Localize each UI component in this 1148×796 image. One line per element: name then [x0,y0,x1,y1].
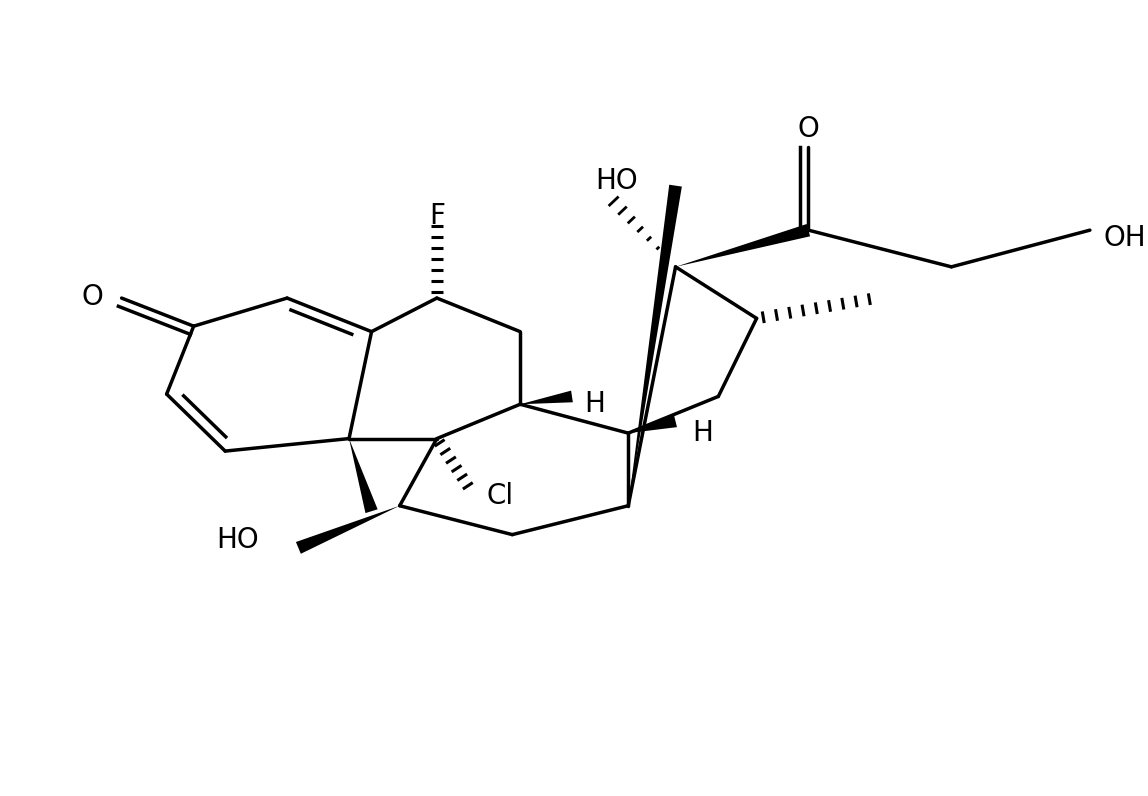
Polygon shape [675,224,810,267]
Text: O: O [82,283,103,310]
Text: H: H [692,419,713,447]
Polygon shape [349,439,378,513]
Polygon shape [628,416,677,433]
Text: HO: HO [216,526,259,554]
Text: HO: HO [596,167,638,195]
Text: Cl: Cl [487,482,514,510]
Polygon shape [520,391,573,404]
Text: O: O [798,115,820,142]
Polygon shape [628,185,682,505]
Text: H: H [584,390,605,418]
Text: F: F [429,202,445,230]
Text: OH: OH [1103,224,1146,252]
Polygon shape [296,505,400,554]
